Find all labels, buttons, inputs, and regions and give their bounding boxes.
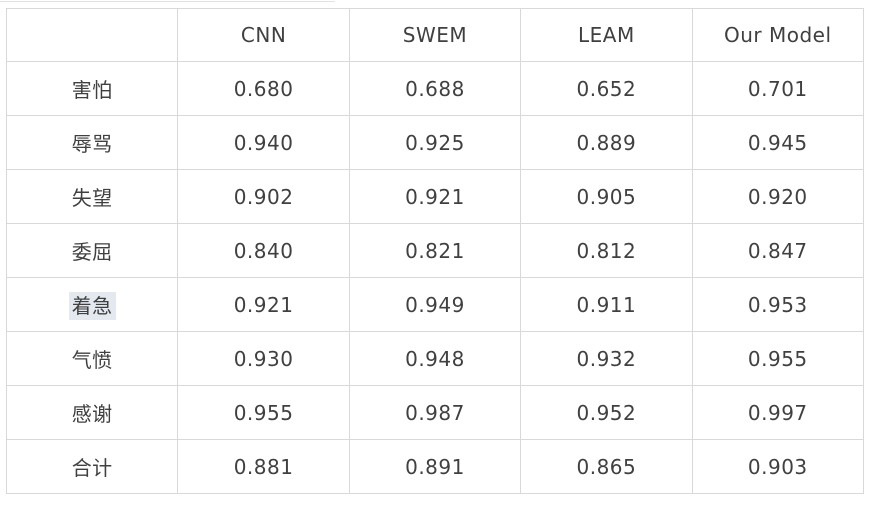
table-row: 气愤 0.930 0.948 0.932 0.955 xyxy=(5,331,865,386)
cropped-top-edge-line xyxy=(0,1,335,2)
row-label-cell: 感谢 xyxy=(5,385,179,440)
row-label: 感谢 xyxy=(71,402,113,426)
value-cell: 0.932 xyxy=(520,331,693,386)
row-label: 委屈 xyxy=(71,240,113,264)
value-cell: 0.921 xyxy=(177,277,350,332)
header-cell: SWEM xyxy=(348,8,522,62)
value-cell: 0.902 xyxy=(177,169,350,224)
row-label-cell: 委屈 xyxy=(5,223,179,278)
value-cell: 0.921 xyxy=(348,169,522,224)
value-cell: 0.840 xyxy=(177,223,350,278)
table-row: 辱骂 0.940 0.925 0.889 0.945 xyxy=(5,115,865,170)
value-cell: 0.987 xyxy=(348,385,522,440)
row-label: 合计 xyxy=(71,456,113,480)
value-cell: 0.680 xyxy=(177,61,350,116)
row-label-cell: 气愤 xyxy=(5,331,179,386)
value-cell: 0.955 xyxy=(691,331,865,386)
value-cell: 0.881 xyxy=(177,439,350,494)
value-cell-accent: 0.903 xyxy=(691,439,865,494)
row-label: 失望 xyxy=(71,186,113,210)
value-cell: 0.945 xyxy=(691,115,865,170)
value-cell: 0.940 xyxy=(177,115,350,170)
row-label: 气愤 xyxy=(71,348,113,372)
value-cell: 0.652 xyxy=(520,61,693,116)
table-row: 合计 0.881 0.891 0.865 0.903 xyxy=(5,439,865,494)
value-cell: 0.955 xyxy=(177,385,350,440)
value-cell: 0.701 xyxy=(691,61,865,116)
value-cell: 0.688 xyxy=(348,61,522,116)
value-cell: 0.925 xyxy=(348,115,522,170)
table-row: 感谢 0.955 0.987 0.952 0.997 xyxy=(5,385,865,440)
header-cell-empty xyxy=(5,8,179,62)
value-cell: 0.953 xyxy=(691,277,865,332)
value-cell: 0.949 xyxy=(348,277,522,332)
header-row: CNN SWEM LEAM Our Model xyxy=(5,8,865,62)
value-cell: 0.948 xyxy=(348,331,522,386)
row-label: 辱骂 xyxy=(71,132,113,156)
value-cell: 0.865 xyxy=(520,439,693,494)
table-row: 害怕 0.680 0.688 0.652 0.701 xyxy=(5,61,865,116)
value-cell: 0.905 xyxy=(520,169,693,224)
value-cell: 0.952 xyxy=(520,385,693,440)
table-row: 委屈 0.840 0.821 0.812 0.847 xyxy=(5,223,865,278)
value-cell: 0.920 xyxy=(691,169,865,224)
value-cell: 0.889 xyxy=(520,115,693,170)
table-row: 着急 0.921 0.949 0.911 0.953 xyxy=(5,277,865,332)
row-label-cell: 辱骂 xyxy=(5,115,179,170)
row-label-cell: 失望 xyxy=(5,169,179,224)
value-cell: 0.812 xyxy=(520,223,693,278)
row-label-selected: 着急 xyxy=(68,292,116,320)
value-cell: 0.997 xyxy=(691,385,865,440)
row-label-cell: 合计 xyxy=(5,439,179,494)
header-cell: CNN xyxy=(177,8,350,62)
value-cell: 0.891 xyxy=(348,439,522,494)
table-body: 害怕 0.680 0.688 0.652 0.701 辱骂 0.940 0.925 0.889 0… xyxy=(5,61,865,494)
model-results-table: CNN SWEM LEAM Our Model 害怕 0.680 0.688 0.652 0.… xyxy=(5,8,865,494)
value-cell: 0.847 xyxy=(691,223,865,278)
header-cell: LEAM xyxy=(520,8,693,62)
table-header: CNN SWEM LEAM Our Model xyxy=(5,8,865,62)
table-row: 失望 0.902 0.921 0.905 0.920 xyxy=(5,169,865,224)
row-label-cell: 着急 xyxy=(5,277,179,332)
row-label: 害怕 xyxy=(71,78,113,102)
row-label-cell: 害怕 xyxy=(5,61,179,116)
value-cell: 0.911 xyxy=(520,277,693,332)
value-cell: 0.930 xyxy=(177,331,350,386)
value-cell: 0.821 xyxy=(348,223,522,278)
header-cell: Our Model xyxy=(691,8,865,62)
